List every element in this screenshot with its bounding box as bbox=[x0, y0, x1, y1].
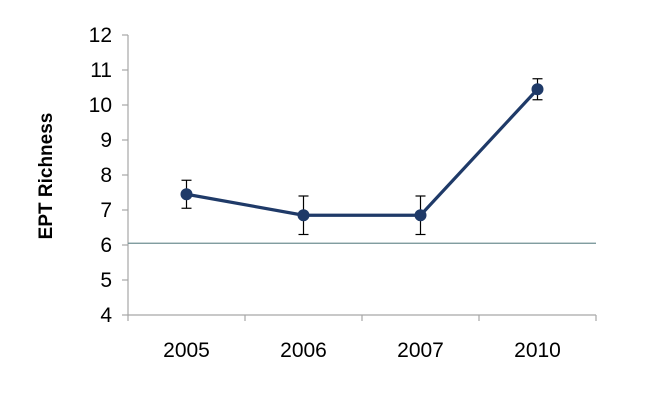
series-line bbox=[186, 88, 539, 217]
x-tick-label: 2005 bbox=[163, 339, 210, 362]
y-tick-label: 5 bbox=[100, 269, 112, 292]
data-point bbox=[297, 209, 310, 222]
x-tick-label: 2006 bbox=[280, 339, 327, 362]
y-tick-label: 10 bbox=[89, 94, 112, 117]
y-tick-label: 6 bbox=[100, 234, 112, 257]
y-tick-label: 11 bbox=[90, 59, 112, 82]
x-tick-label: 2007 bbox=[397, 339, 444, 362]
y-tick-label: 9 bbox=[100, 129, 112, 152]
y-axis-title: EPT Richness bbox=[36, 113, 57, 240]
data-point bbox=[180, 188, 193, 201]
y-tick-label: 7 bbox=[100, 199, 112, 222]
data-point bbox=[531, 83, 544, 96]
y-tick-label: 8 bbox=[100, 164, 112, 187]
y-tick-label: 12 bbox=[89, 24, 112, 47]
y-tick-label: 4 bbox=[100, 304, 112, 327]
x-tick-label: 2010 bbox=[514, 339, 561, 362]
data-point bbox=[414, 209, 427, 222]
plot-area: 4 5 6 7 8 9 10 11 12 2005 2006 2007 2010 bbox=[89, 24, 597, 362]
